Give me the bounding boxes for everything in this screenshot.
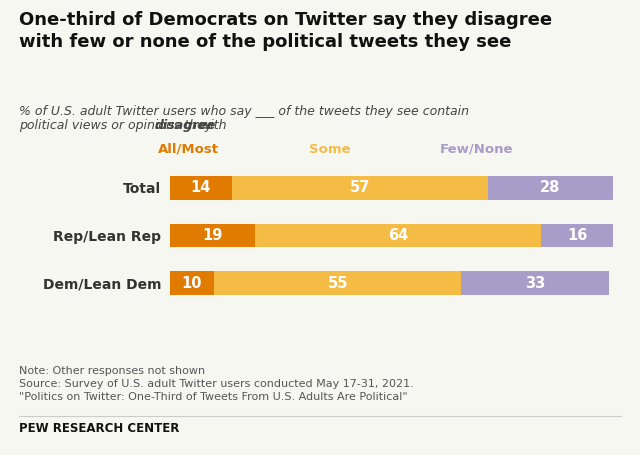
Text: 55: 55 — [327, 276, 348, 291]
Bar — [170, 176, 232, 200]
Bar — [541, 223, 613, 248]
Bar — [488, 176, 613, 200]
Text: PEW RESEARCH CENTER: PEW RESEARCH CENTER — [19, 422, 180, 435]
Text: 10: 10 — [182, 276, 202, 291]
Bar — [170, 223, 255, 248]
Bar — [232, 176, 488, 200]
Text: 28: 28 — [540, 180, 561, 195]
Text: 64: 64 — [388, 228, 408, 243]
Text: 33: 33 — [525, 276, 545, 291]
Text: Source: Survey of U.S. adult Twitter users conducted May 17-31, 2021.: Source: Survey of U.S. adult Twitter use… — [19, 379, 414, 389]
Bar — [170, 271, 214, 295]
Text: % of U.S. adult Twitter users who say ___ of the tweets they see contain: % of U.S. adult Twitter users who say __… — [19, 105, 469, 118]
Text: disagree: disagree — [155, 119, 216, 132]
Text: One-third of Democrats on Twitter say they disagree
with few or none of the poli: One-third of Democrats on Twitter say th… — [19, 11, 552, 51]
Text: Note: Other responses not shown: Note: Other responses not shown — [19, 366, 205, 376]
Text: political views or opinions they: political views or opinions they — [19, 119, 216, 132]
Text: All/Most: All/Most — [158, 142, 220, 156]
Text: Some: Some — [308, 142, 351, 156]
Text: with: with — [196, 119, 227, 132]
Text: "Politics on Twitter: One-Third of Tweets From U.S. Adults Are Political": "Politics on Twitter: One-Third of Tweet… — [19, 392, 408, 402]
Bar — [461, 271, 609, 295]
Text: 14: 14 — [191, 180, 211, 195]
Bar — [255, 223, 541, 248]
Text: 16: 16 — [567, 228, 588, 243]
Text: 57: 57 — [350, 180, 370, 195]
Bar — [214, 271, 461, 295]
Text: Few/None: Few/None — [440, 142, 513, 156]
Text: 19: 19 — [202, 228, 222, 243]
